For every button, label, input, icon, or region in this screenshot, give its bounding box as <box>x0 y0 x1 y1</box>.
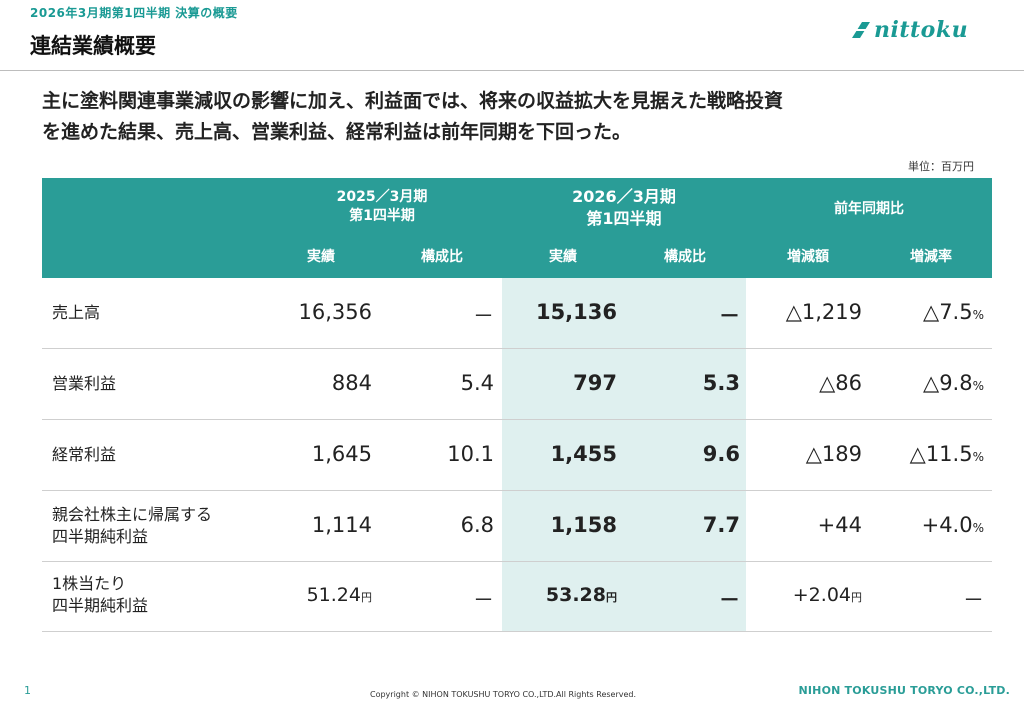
results-table: 2025／3月期 第1四半期 2026／3月期 第1四半期 前年同期比 実績 構… <box>42 178 992 632</box>
prev-ratio: 5.4 <box>460 371 494 395</box>
change-rate: － <box>963 588 984 612</box>
change-rate: +4.0% <box>921 513 984 537</box>
header-curr-ratio: 構成比 <box>664 249 706 265</box>
table-row: 親会社株主に帰属する 四半期純利益 1,114 6.8 1,158 7.7 +4… <box>42 491 992 562</box>
change-amount: △1,219 <box>785 300 862 324</box>
curr-ratio: － <box>719 588 740 612</box>
curr-ratio: － <box>719 304 740 328</box>
header-curr-period: 2026／3月期 第1四半期 <box>572 187 676 228</box>
curr-ratio: 7.7 <box>702 513 740 537</box>
change-amount: +44 <box>817 513 862 537</box>
row-label: 営業利益 <box>52 374 117 393</box>
curr-actual: 53.28円 <box>545 584 617 606</box>
prev-actual: 1,645 <box>311 442 372 466</box>
summary-text: 主に塗料関連事業減収の影響に加え、利益面では、将来の収益拡大を見据えた戦略投資 … <box>42 86 1002 148</box>
table-row: 営業利益 884 5.4 797 5.3 △86 △9.8% <box>42 349 992 420</box>
title-divider <box>0 70 1024 71</box>
prev-ratio: 6.8 <box>460 513 494 537</box>
summary-line-1: 主に塗料関連事業減収の影響に加え、利益面では、将来の収益拡大を見据えた戦略投資 <box>42 90 784 112</box>
row-label: 親会社株主に帰属する 四半期純利益 <box>52 505 213 546</box>
table-row: 売上高 16,356 － 15,136 － △1,219 △7.5% <box>42 278 992 349</box>
change-rate: △11.5% <box>909 442 984 466</box>
page-caption: 2026年3月期第1四半期 決算の概要 <box>30 6 238 20</box>
curr-actual: 1,158 <box>550 513 617 537</box>
current-period-highlight <box>502 278 746 632</box>
row-label: 売上高 <box>52 303 101 322</box>
change-rate: △9.8% <box>923 371 984 395</box>
row-label: 1株当たり 四半期純利益 <box>52 574 149 615</box>
prev-ratio: 10.1 <box>447 442 494 466</box>
curr-actual: 1,455 <box>550 442 617 466</box>
header-change: 増減額 <box>787 249 829 265</box>
curr-ratio: 5.3 <box>702 371 740 395</box>
prev-actual: 1,114 <box>311 513 372 537</box>
company-logo: nittoku <box>850 16 1010 44</box>
header-prev-period: 2025／3月期 第1四半期 <box>336 189 428 224</box>
curr-actual: 15,136 <box>535 300 617 324</box>
logo-mark-icon <box>852 22 870 38</box>
prev-ratio: － <box>473 304 494 328</box>
page-number: 1 <box>24 684 31 697</box>
header-prev-ratio: 構成比 <box>421 249 463 265</box>
prev-actual: 884 <box>331 371 372 395</box>
header-prev-actual: 実績 <box>307 249 335 265</box>
summary-line-2: を進めた結果、売上高、営業利益、経常利益は前年同期を下回った。 <box>42 121 632 143</box>
table-row: 1株当たり 四半期純利益 51.24円 － 53.28円 － +2.04円 － <box>42 562 992 632</box>
change-rate: △7.5% <box>923 300 984 324</box>
logo-text: nittoku <box>874 17 969 43</box>
prev-ratio: － <box>473 588 494 612</box>
curr-ratio: 9.6 <box>702 442 740 466</box>
change-amount: +2.04円 <box>792 584 862 606</box>
prev-actual: 51.24円 <box>306 584 372 606</box>
table-row: 経常利益 1,645 10.1 1,455 9.6 △189 △11.5% <box>42 420 992 491</box>
curr-actual: 797 <box>573 371 617 395</box>
header-yoy: 前年同期比 <box>834 201 904 217</box>
change-amount: △189 <box>805 442 862 466</box>
unit-note: 単位：百万円 <box>908 160 974 173</box>
change-amount: △86 <box>819 371 862 395</box>
table-header: 2025／3月期 第1四半期 2026／3月期 第1四半期 前年同期比 実績 構… <box>42 178 992 278</box>
row-label: 経常利益 <box>52 445 117 464</box>
page-title: 連結業績概要 <box>30 34 156 58</box>
prev-actual: 16,356 <box>298 300 372 324</box>
copyright-text: Copyright © NIHON TOKUSHU TORYO CO.,LTD.… <box>370 690 637 699</box>
header-curr-actual: 実績 <box>549 249 577 265</box>
footer-company-name: NIHON TOKUSHU TORYO CO.,LTD. <box>798 684 1010 697</box>
header-rate: 増減率 <box>910 249 952 265</box>
